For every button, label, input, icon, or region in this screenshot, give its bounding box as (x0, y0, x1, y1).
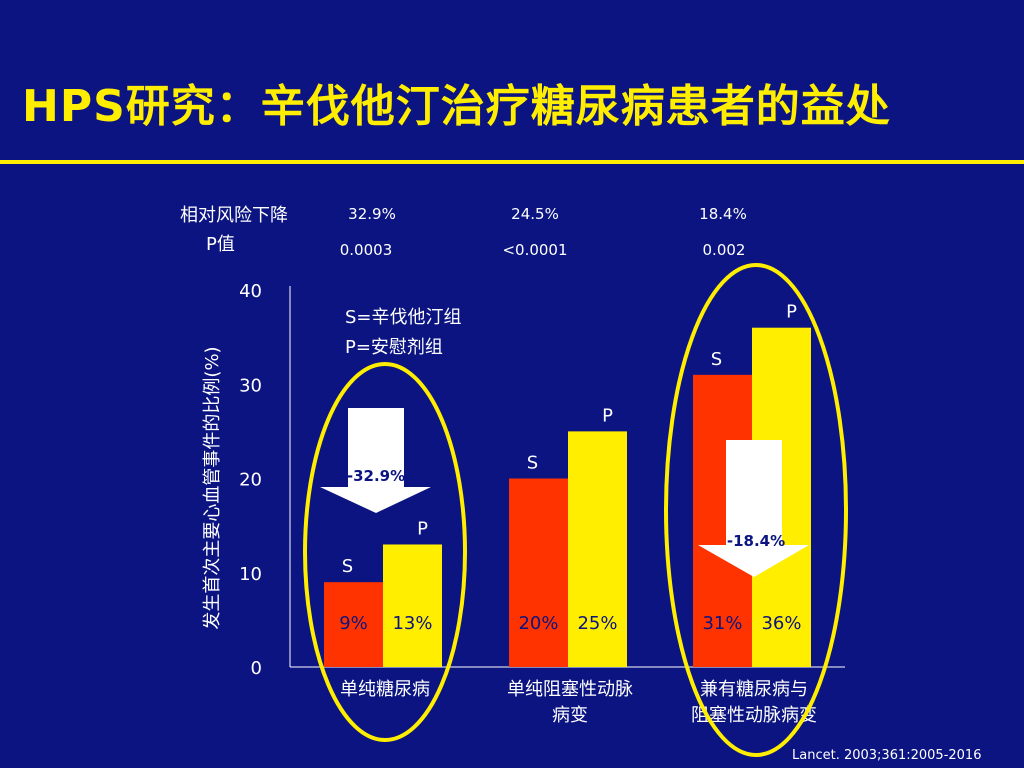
bar-labels: S 9% S 20% S 31% P 13% P 25% P 36% (339, 302, 801, 634)
category-label: 兼有糖尿病与 (700, 679, 808, 700)
rrr-label: 相对风险下降 (180, 205, 288, 226)
y-tick-label: 0 (251, 658, 262, 679)
legend-p: P=安慰剂组 (345, 337, 443, 358)
bar-series-letter: S (527, 453, 538, 474)
y-tick-label: 20 (239, 470, 262, 491)
category-label: 单纯阻塞性动脉 (507, 679, 633, 700)
slide-title: HPS研究：辛伐他汀治疗糖尿病患者的益处 (22, 81, 891, 132)
highlight-ellipse-2 (664, 263, 848, 757)
rrr-value-2: 24.5% (511, 205, 559, 223)
y-ticks: 0 10 20 30 40 (239, 281, 262, 679)
category-label: 阻塞性动脉病变 (691, 705, 817, 726)
bar-series-letter: P (602, 405, 613, 426)
reduction-arrow-1-label: -32.9% (347, 467, 405, 485)
bar-series-letter: P (417, 518, 428, 539)
reduction-arrow-2-label: -18.4% (727, 532, 785, 550)
bar-p-1 (383, 544, 442, 667)
bar-series-letter: S (342, 556, 353, 577)
category-label: 病变 (552, 705, 588, 726)
p-value-3: 0.002 (703, 241, 746, 259)
title-underline (0, 160, 1024, 164)
bar-value-label: 20% (518, 613, 558, 634)
bar-value-label: 25% (577, 613, 617, 634)
y-tick-label: 40 (239, 281, 262, 302)
bar-series-letter: S (711, 349, 722, 370)
highlight-ellipse-1 (303, 362, 467, 742)
bar-p-2 (568, 431, 627, 667)
bar-series-letter: P (786, 302, 797, 323)
p-value-2: <0.0001 (502, 241, 567, 259)
reduction-arrow-1: -32.9% (320, 408, 431, 513)
y-tick-label: 10 (239, 564, 262, 585)
reduction-arrow-1-shape (320, 408, 431, 513)
y-tick-label: 30 (239, 375, 262, 396)
bar-value-label: 31% (702, 613, 742, 634)
category-label: 单纯糖尿病 (340, 679, 430, 700)
bar-value-label: 9% (339, 613, 368, 634)
legend-s: S=辛伐他汀组 (345, 307, 462, 328)
reduction-arrow-2-shape (698, 440, 809, 577)
p-value-1: 0.0003 (340, 241, 393, 259)
p-value-label: P值 (206, 234, 235, 255)
y-axis-label: 发生首次主要心血管事件的比例(%) (202, 346, 223, 629)
citation: Lancet. 2003;361:2005-2016 (792, 748, 982, 763)
reduction-arrow-2: -18.4% (698, 440, 809, 577)
bar-s-2 (509, 478, 568, 667)
bar-value-label: 36% (761, 613, 801, 634)
bar-value-label: 13% (392, 613, 432, 634)
rrr-value-1: 32.9% (348, 205, 396, 223)
rrr-value-3: 18.4% (699, 205, 747, 223)
bar-s-1 (324, 582, 383, 667)
